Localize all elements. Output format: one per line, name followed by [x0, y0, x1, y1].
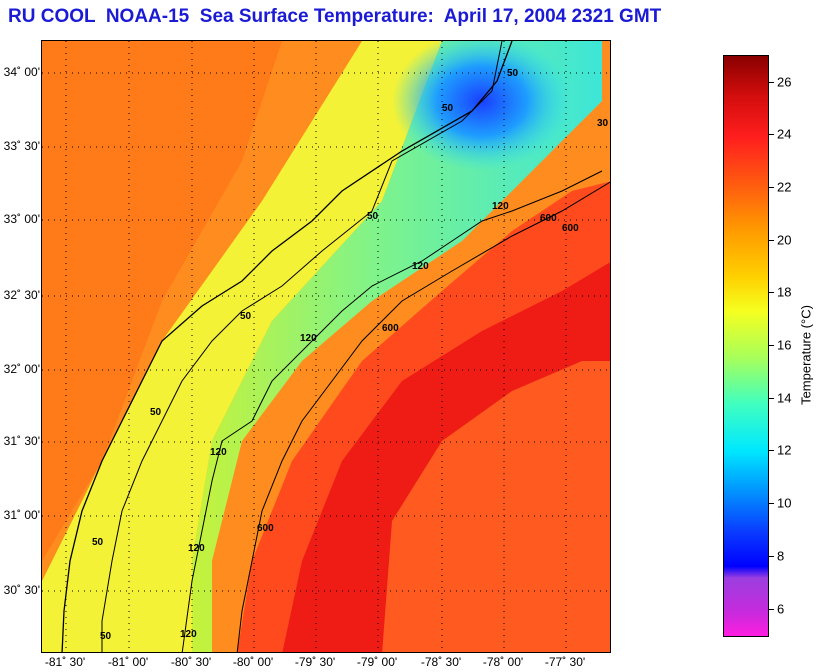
- isobath-600: [236, 181, 610, 652]
- lon-label: -79˚ 30': [294, 655, 336, 669]
- colorbar-tick-mark: [769, 398, 774, 399]
- colorbar-tick-mark: [769, 556, 774, 557]
- temperature-colorbar: [723, 55, 769, 637]
- isobath-50: [101, 41, 503, 652]
- lon-label: -80˚ 00': [232, 655, 274, 669]
- contour-label: 50: [367, 211, 379, 222]
- contour-label: 50: [92, 537, 104, 548]
- contour-label: 120: [188, 543, 205, 554]
- lat-label: 31˚ 30': [3, 434, 40, 448]
- colorbar-tick-label: 6: [777, 601, 785, 617]
- isobath-120: [181, 170, 603, 652]
- contour-label: 120: [210, 447, 227, 458]
- lat-label: 31˚ 00': [3, 508, 40, 522]
- colorbar-tick-mark: [769, 134, 774, 135]
- contour-label: 120: [180, 629, 197, 640]
- shelf-water: [192, 41, 602, 652]
- colorbar-tick-label: 18: [777, 284, 792, 300]
- graticule: [42, 41, 610, 652]
- contour-label: 120: [300, 333, 317, 344]
- colorbar-tick-label: 26: [777, 74, 792, 90]
- contour-label: 600: [257, 523, 274, 534]
- lat-label: 34˚ 00': [3, 65, 40, 79]
- colorbar-tick-label: 22: [777, 179, 792, 195]
- colorbar-tick-mark: [769, 82, 774, 83]
- sst-map[interactable]: 50 50 50 50 50 50 50 120 120 120 120 120…: [41, 40, 611, 653]
- colorbar-tick-mark: [769, 609, 774, 610]
- colorbar-label: Temperature (°C): [798, 305, 814, 405]
- contour-label: 600: [562, 223, 579, 234]
- colorbar-tick-mark: [769, 292, 774, 293]
- cold-water-patch: [392, 41, 572, 171]
- coastline: [61, 41, 513, 652]
- contour-label: 50: [150, 407, 162, 418]
- lon-label: -77˚ 30': [544, 655, 586, 669]
- warm-eddy: [382, 361, 610, 652]
- land-shading: [42, 41, 282, 561]
- lat-label: 32˚ 00': [3, 362, 40, 376]
- colorbar-tick-label: 10: [777, 495, 792, 511]
- lon-label: -80˚ 30': [170, 655, 212, 669]
- colorbar-tick-mark: [769, 450, 774, 451]
- colorbar-tick-label: 20: [777, 232, 792, 248]
- lon-label: -78˚ 30': [420, 655, 462, 669]
- lon-label: -78˚ 00': [482, 655, 524, 669]
- contour-label: 50: [507, 68, 519, 79]
- coastal-band: [42, 41, 442, 652]
- lat-label: 32˚ 30': [3, 288, 40, 302]
- lat-label: 33˚ 30': [3, 139, 40, 153]
- contour-label: 120: [412, 261, 429, 272]
- map-title: RU COOL NOAA-15 Sea Surface Temperature:…: [8, 6, 662, 27]
- colorbar-tick-label: 8: [777, 548, 785, 564]
- colorbar-tick-label: 16: [777, 337, 792, 353]
- colorbar-tick-label: 12: [777, 442, 792, 458]
- lat-label: 33˚ 00': [3, 212, 40, 226]
- lon-label: -81˚ 30': [44, 655, 86, 669]
- contour-label: 120: [492, 201, 509, 212]
- contour-label: 50: [442, 103, 454, 114]
- contour-label: 50: [240, 311, 252, 322]
- colorbar-tick-mark: [769, 187, 774, 188]
- lon-label: -81˚ 00': [107, 655, 149, 669]
- colorbar-tick-label: 24: [777, 126, 792, 142]
- contour-label: 600: [382, 323, 399, 334]
- colorbar-tick-mark: [769, 345, 774, 346]
- contour-label: 50: [100, 631, 112, 642]
- lon-label: -79˚ 00': [356, 655, 398, 669]
- colorbar-tick-label: 14: [777, 390, 792, 406]
- colorbar-tick-mark: [769, 240, 774, 241]
- contour-label: 600: [540, 213, 557, 224]
- lat-label: 30˚ 30': [3, 583, 40, 597]
- contour-label: 30: [597, 118, 609, 129]
- colorbar-tick-mark: [769, 503, 774, 504]
